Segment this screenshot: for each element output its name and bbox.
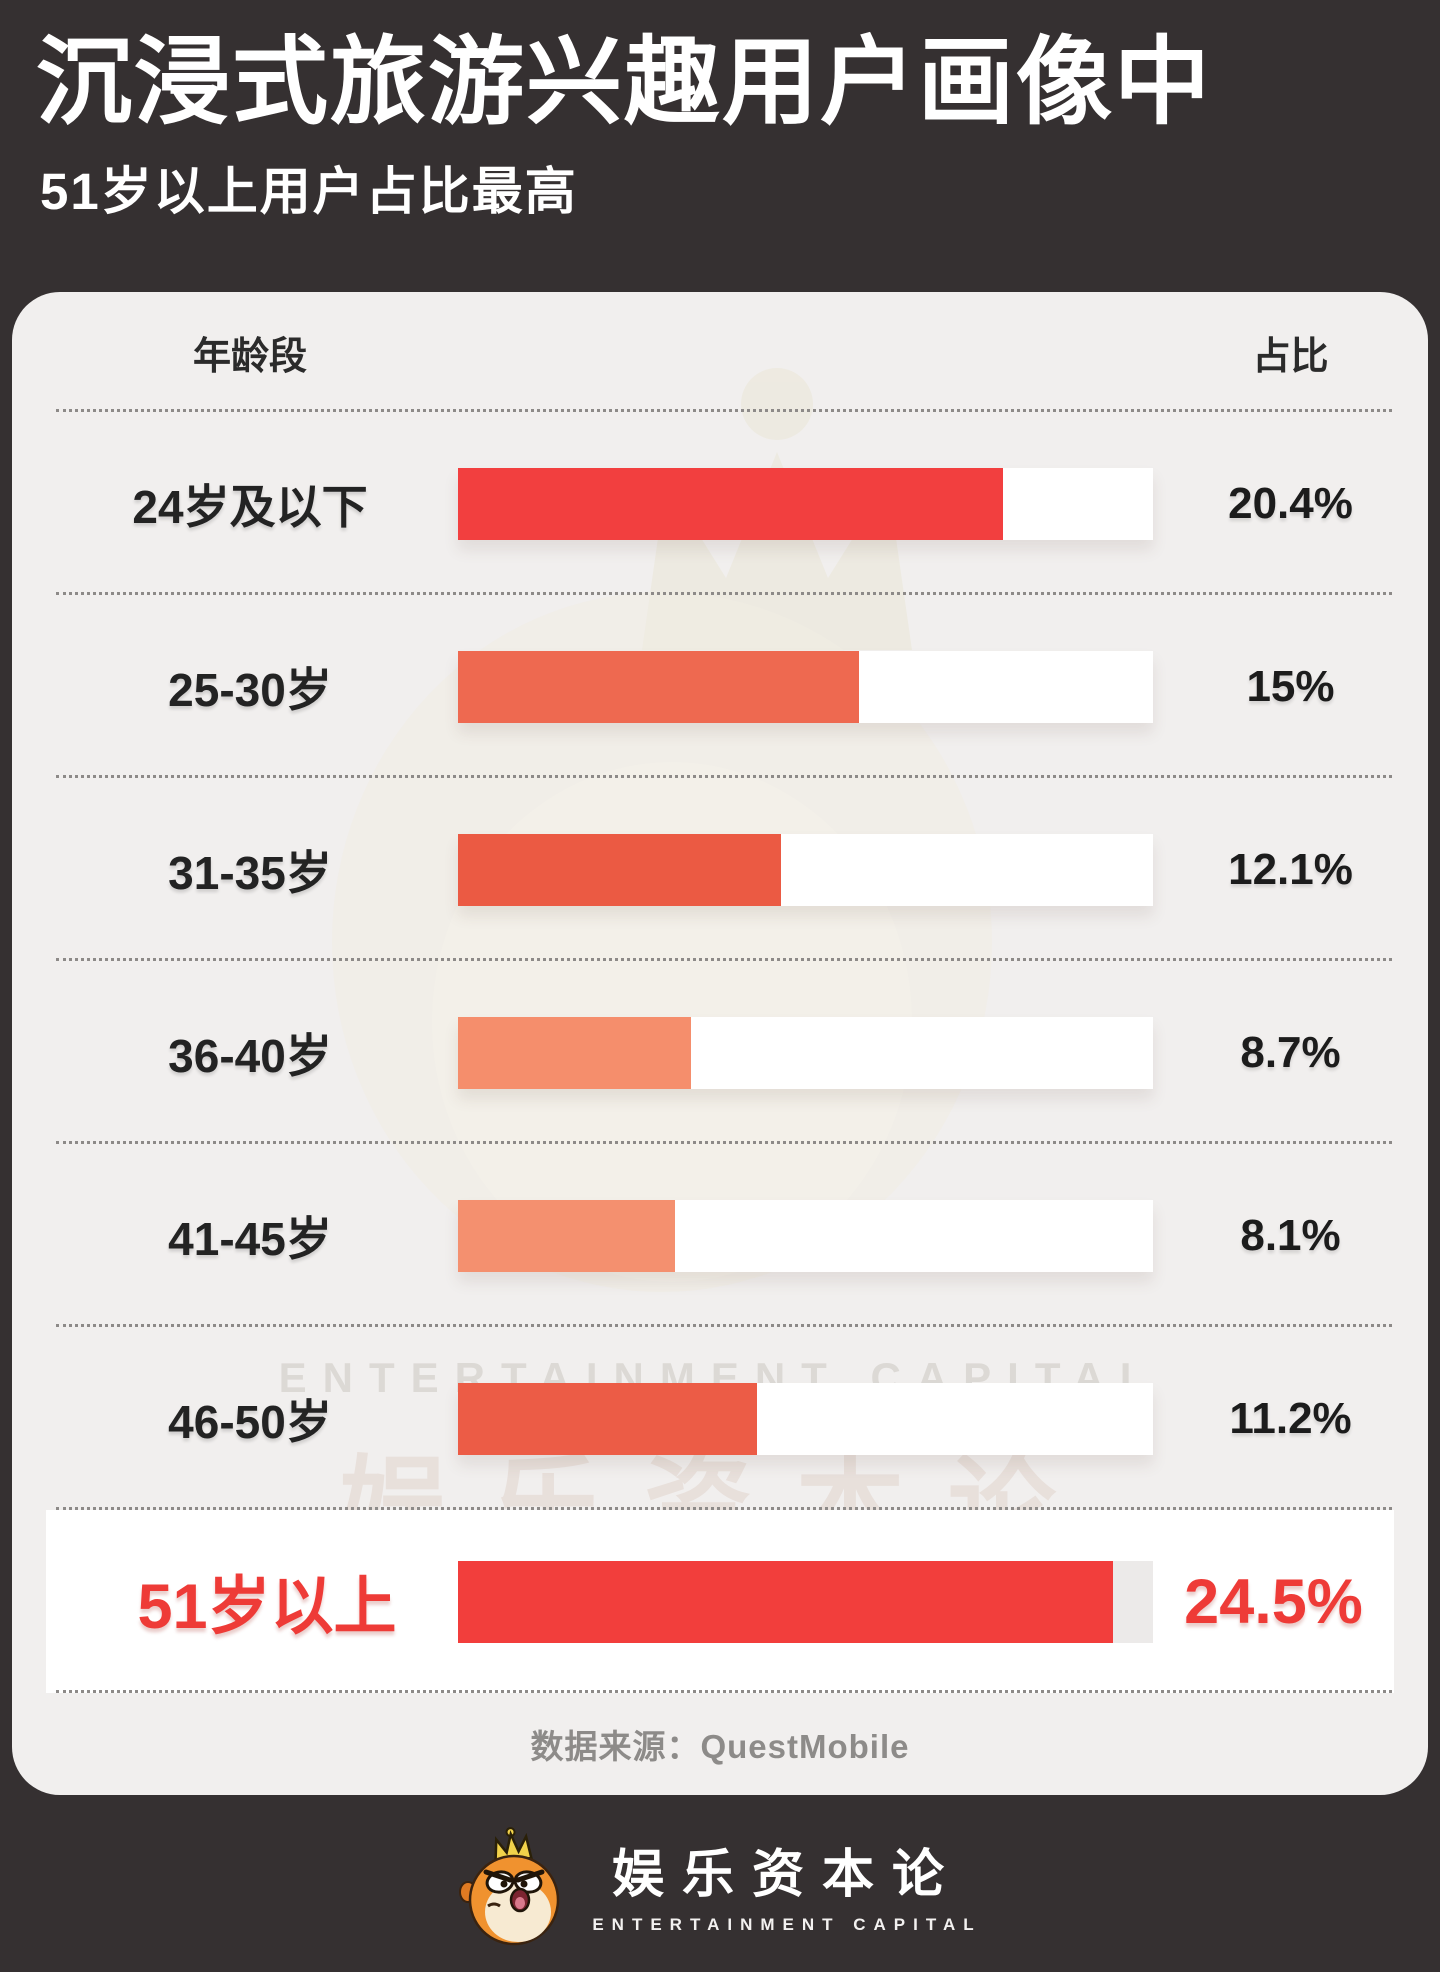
- age-column-header: 年龄段: [192, 335, 307, 378]
- share-column-header: 占比: [1252, 335, 1329, 378]
- page-subtitle: 51岁以上用户占比最高: [40, 163, 578, 220]
- footer-brand: 娱乐资本论 ENTERTAINMENT CAPITAL: [0, 1795, 1440, 1972]
- bar-track: [458, 1199, 1153, 1272]
- age-group-label: 25-30岁: [168, 663, 332, 716]
- age-group-label: 24岁及以下: [132, 480, 368, 533]
- table-row: 31-35岁 12.1%: [12, 778, 1428, 961]
- column-headers: 年龄段 占比: [12, 292, 1428, 412]
- page-title: 沉浸式旅游兴趣用户画像中: [36, 29, 1212, 136]
- age-group-label: 46-50岁: [168, 1395, 332, 1448]
- brand-name-en: ENTERTAINMENT CAPITAL: [592, 1915, 982, 1934]
- share-value: 8.1%: [1240, 1210, 1341, 1260]
- rows: 24岁及以下 20.4% 25-30岁 15% 31-35岁 12.1% 36-…: [12, 412, 1428, 1693]
- share-value: 12.1%: [1228, 844, 1353, 894]
- source-area: 数据来源：QuestMobile: [12, 1693, 1428, 1795]
- age-group-label: 51岁以上: [137, 1572, 397, 1642]
- bar-track: [458, 833, 1153, 906]
- table-row: 25-30岁 15%: [12, 595, 1428, 778]
- mascot-logo-icon: [459, 1826, 560, 1945]
- bar-track: [458, 1560, 1153, 1643]
- bar: [458, 1560, 1113, 1643]
- share-value: 8.7%: [1240, 1027, 1341, 1077]
- bar: [458, 833, 782, 906]
- share-value: 20.4%: [1228, 478, 1353, 528]
- share-value: 24.5%: [1184, 1566, 1363, 1637]
- chart-card: ENTERTAINMENT CAPITAL 娱乐资本论 年龄段 占比 24岁及以…: [12, 292, 1428, 1795]
- age-group-label: 36-40岁: [168, 1029, 332, 1082]
- table-row: 24岁及以下 20.4%: [12, 412, 1428, 595]
- data-source-label: 数据来源：QuestMobile: [530, 1728, 910, 1765]
- header: 沉浸式旅游兴趣用户画像中 51岁以上用户占比最高: [0, 0, 1440, 292]
- age-group-label: 41-45岁: [168, 1212, 332, 1265]
- brand-name-cn: 娱乐资本论: [611, 1844, 962, 1905]
- age-group-label: 31-35岁: [168, 846, 332, 899]
- bar-track: [458, 650, 1153, 723]
- bar: [458, 1199, 675, 1272]
- bar: [458, 1382, 758, 1455]
- table-row: 36-40岁 8.7%: [12, 961, 1428, 1144]
- bar: [458, 650, 859, 723]
- table-row: 41-45岁 8.1%: [12, 1144, 1428, 1327]
- bar: [458, 467, 1004, 540]
- share-value: 11.2%: [1229, 1393, 1352, 1443]
- bar: [458, 1016, 691, 1089]
- age-share-table: 年龄段 占比 24岁及以下 20.4% 25-30岁 15% 31-35岁 12…: [12, 292, 1428, 1795]
- table-row: 46-50岁 11.2%: [12, 1327, 1428, 1510]
- table-row: 51岁以上 24.5%: [46, 1510, 1394, 1693]
- bar-track: [458, 1382, 1153, 1455]
- share-value: 15%: [1246, 661, 1335, 711]
- bar-track: [458, 467, 1153, 540]
- bar-track: [458, 1016, 1153, 1089]
